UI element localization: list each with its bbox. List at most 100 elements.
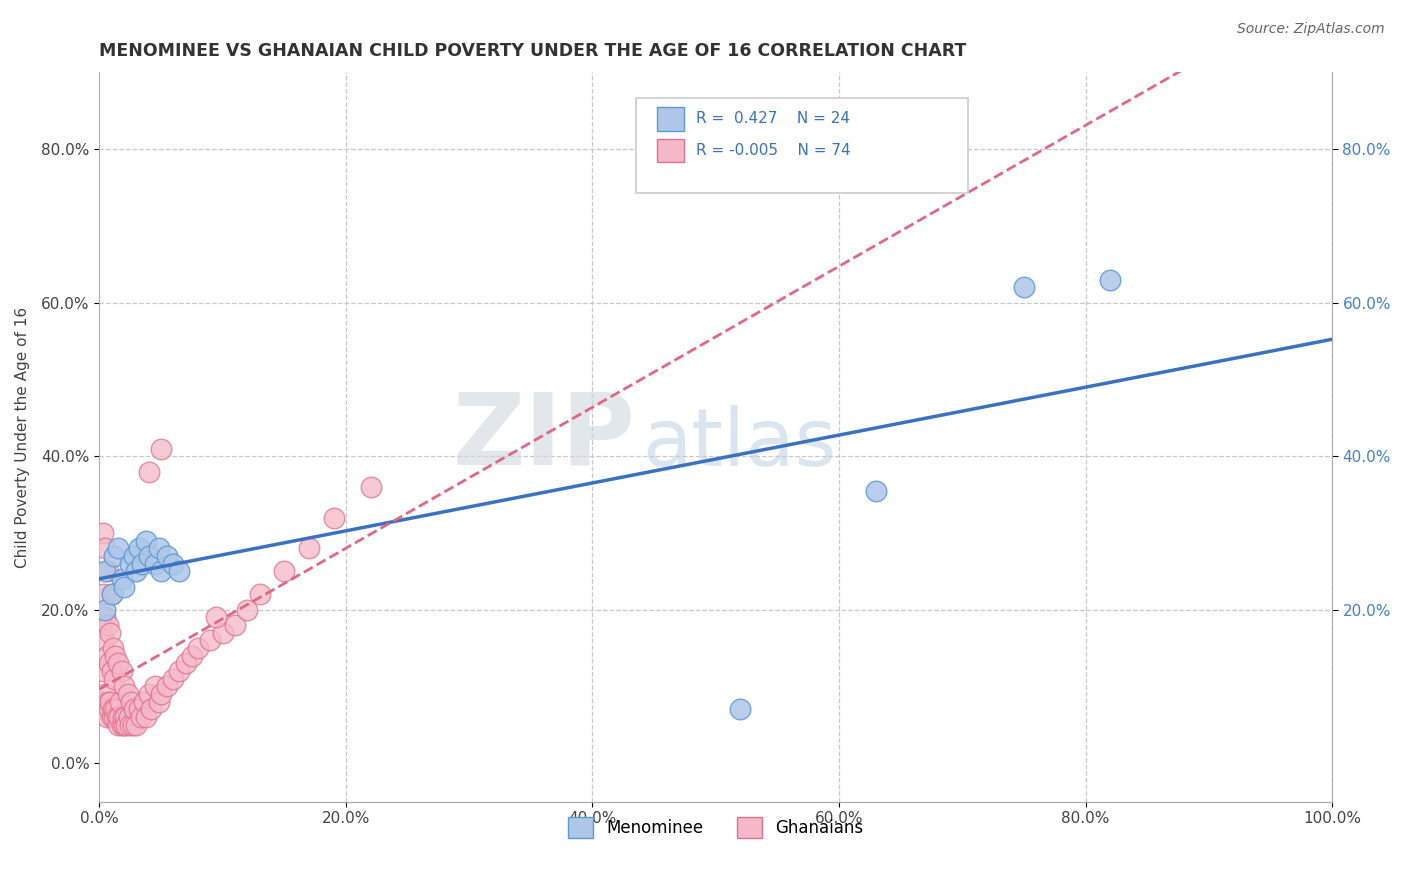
Point [122, 702, 145, 716]
Point [138, 549, 160, 563]
Point [139, 702, 162, 716]
Point [101, 702, 124, 716]
Point [120, 695, 142, 709]
Point [100, 695, 122, 709]
Point [100, 664, 122, 678]
Point [128, 702, 150, 716]
Text: ZIP: ZIP [453, 389, 636, 485]
Point [94, 541, 117, 556]
Point [94, 564, 117, 578]
FancyBboxPatch shape [636, 98, 969, 193]
Point [322, 510, 344, 524]
Point [110, 718, 132, 732]
Point [162, 672, 184, 686]
Point [90, 695, 112, 709]
Point [103, 549, 125, 563]
Point [101, 641, 124, 656]
Point [111, 710, 134, 724]
Point [97, 695, 120, 709]
Point [112, 580, 135, 594]
Text: R = -0.005    N = 74: R = -0.005 N = 74 [696, 143, 851, 158]
Point [90, 618, 112, 632]
Point [180, 648, 202, 663]
Point [115, 718, 138, 732]
Point [135, 533, 157, 548]
Point [148, 541, 170, 556]
Point [108, 710, 131, 724]
Point [104, 648, 127, 663]
Point [91, 664, 114, 678]
Point [143, 557, 166, 571]
Point [93, 633, 115, 648]
Point [273, 564, 295, 578]
Point [156, 549, 179, 563]
Point [110, 695, 132, 709]
Point [865, 483, 887, 498]
Point [100, 710, 122, 724]
Legend: Menominee, Ghanaians: Menominee, Ghanaians [561, 811, 870, 845]
Point [249, 587, 271, 601]
Point [149, 564, 172, 578]
Point [298, 541, 321, 556]
Point [107, 657, 129, 671]
Point [169, 664, 191, 678]
Point [107, 718, 129, 732]
Point [122, 549, 145, 563]
Y-axis label: Child Poverty Under the Age of 16: Child Poverty Under the Age of 16 [15, 307, 30, 567]
Point [100, 587, 122, 601]
Point [117, 687, 139, 701]
Point [125, 718, 148, 732]
Point [120, 557, 142, 571]
Point [200, 633, 222, 648]
Point [236, 603, 259, 617]
Point [148, 695, 170, 709]
Point [118, 710, 141, 724]
Point [143, 680, 166, 694]
Point [224, 618, 246, 632]
Point [91, 525, 114, 540]
Point [128, 541, 150, 556]
Point [169, 564, 191, 578]
Point [110, 572, 132, 586]
Point [96, 648, 118, 663]
Point [211, 625, 233, 640]
Point [93, 702, 115, 716]
Point [1099, 273, 1122, 287]
Point [360, 480, 382, 494]
Text: atlas: atlas [641, 405, 837, 483]
Point [97, 618, 120, 632]
Point [730, 702, 752, 716]
Point [114, 710, 136, 724]
Point [91, 587, 114, 601]
Point [187, 641, 209, 656]
Point [132, 695, 155, 709]
Point [138, 465, 160, 479]
Point [112, 680, 135, 694]
Point [96, 710, 118, 724]
Point [205, 610, 228, 624]
Point [100, 625, 122, 640]
FancyBboxPatch shape [657, 139, 683, 162]
Point [156, 680, 179, 694]
Point [107, 541, 129, 556]
Point [98, 657, 121, 671]
Point [135, 710, 157, 724]
Point [121, 718, 143, 732]
Point [112, 718, 135, 732]
Point [94, 687, 117, 701]
Point [149, 442, 172, 456]
Point [94, 603, 117, 617]
Point [162, 557, 184, 571]
Text: R =  0.427    N = 24: R = 0.427 N = 24 [696, 112, 851, 126]
Point [110, 664, 132, 678]
Point [1012, 280, 1035, 294]
Text: Source: ZipAtlas.com: Source: ZipAtlas.com [1237, 22, 1385, 37]
Point [174, 657, 197, 671]
FancyBboxPatch shape [657, 107, 683, 131]
Point [131, 557, 153, 571]
Point [105, 710, 128, 724]
Point [100, 587, 122, 601]
Point [120, 718, 142, 732]
Point [125, 564, 148, 578]
Point [149, 687, 172, 701]
